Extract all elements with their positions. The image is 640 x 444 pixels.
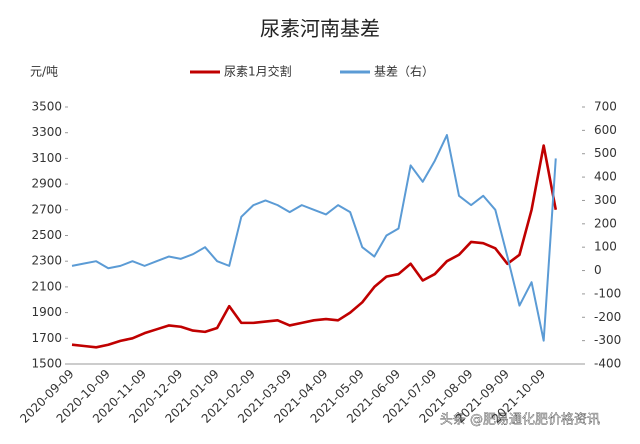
y-tick-label: 2700 bbox=[31, 202, 62, 216]
y2-tick-label: 700 bbox=[594, 100, 617, 114]
y2-tick-label: 100 bbox=[594, 240, 617, 254]
y2-tick-label: -100 bbox=[594, 286, 621, 300]
legend: 尿素1月交割 基差（右） bbox=[190, 64, 434, 79]
y2-tick-label: -200 bbox=[594, 310, 621, 324]
series-line bbox=[71, 144, 558, 349]
y-tick-label: 1500 bbox=[31, 357, 62, 371]
legend-label: 尿素1月交割 bbox=[224, 64, 292, 79]
y2-tick-label: 200 bbox=[594, 216, 617, 230]
chart-title: 尿素河南基差 bbox=[260, 17, 380, 41]
y-tick-label: 2300 bbox=[31, 254, 62, 268]
y2-tick-label: 500 bbox=[594, 146, 617, 160]
watermark: 头条 @肥易通化肥价格资讯 bbox=[440, 412, 600, 428]
y-unit: 元/吨 bbox=[30, 65, 58, 79]
y2-tick-label: 400 bbox=[594, 170, 617, 184]
y2-tick-label: -400 bbox=[594, 357, 621, 371]
y2-tick-label: 300 bbox=[594, 193, 617, 207]
y2-tick-label: 600 bbox=[594, 123, 617, 137]
y-tick-label: 2900 bbox=[31, 177, 62, 191]
y-tick-label: 1700 bbox=[31, 331, 62, 345]
y-tick-label: 2500 bbox=[31, 228, 62, 242]
y-tick-label: 3100 bbox=[31, 151, 62, 165]
y2-tick-label: 0 bbox=[594, 263, 602, 277]
y-tick-label: 2100 bbox=[31, 279, 62, 293]
y2-tick-label: -300 bbox=[594, 333, 621, 347]
y-tick-label: 3500 bbox=[31, 100, 62, 114]
y-tick-label: 1900 bbox=[31, 305, 62, 319]
series-line bbox=[71, 134, 557, 342]
y-tick-label: 3300 bbox=[31, 125, 62, 139]
legend-label: 基差（右） bbox=[374, 64, 434, 79]
